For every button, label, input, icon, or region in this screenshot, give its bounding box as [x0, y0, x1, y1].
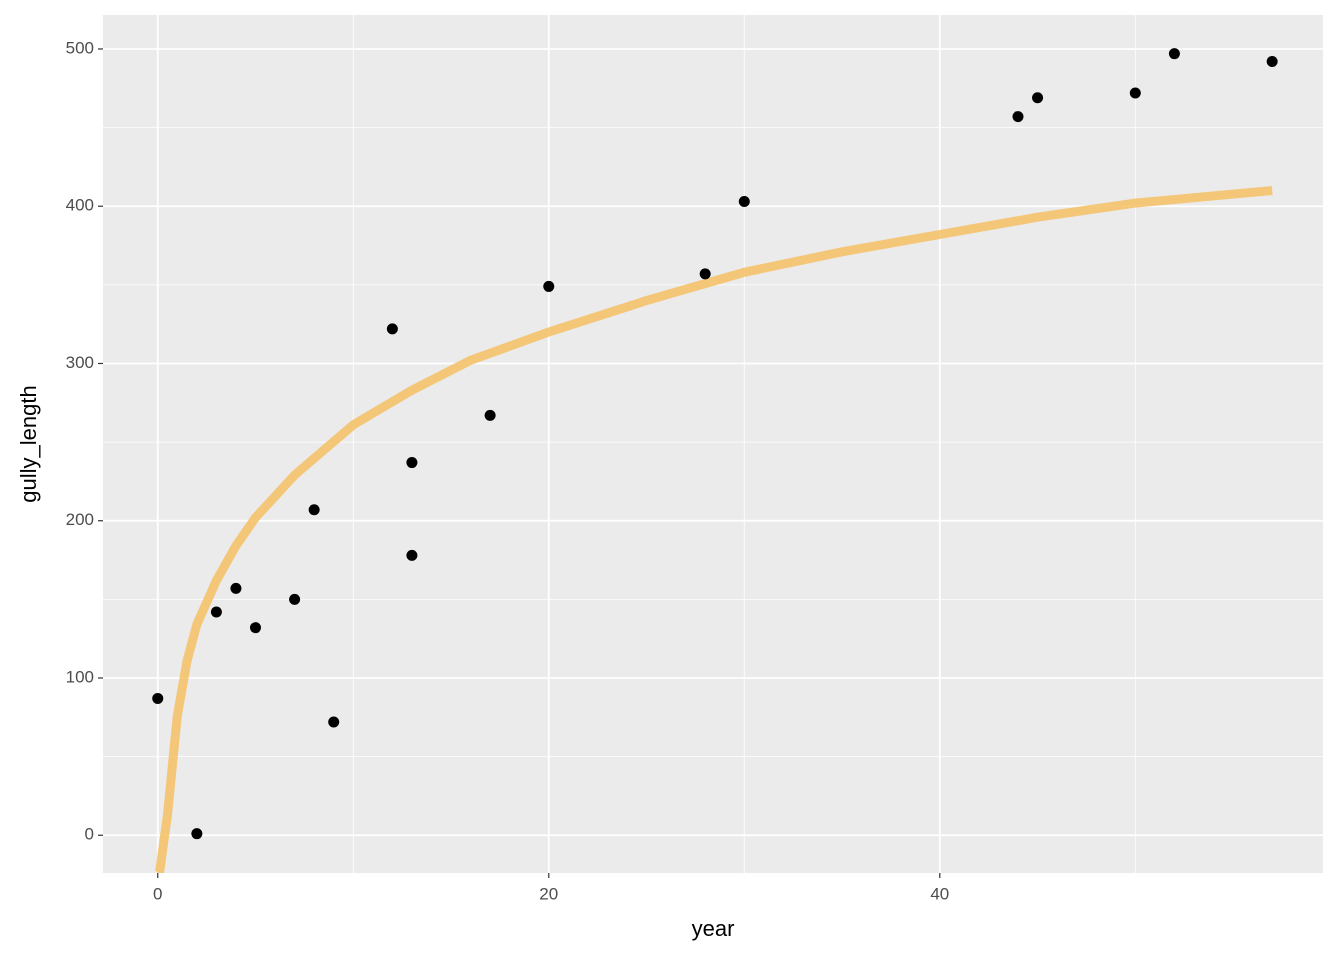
x-tick-label: 40: [930, 884, 949, 903]
point: [1168, 48, 1180, 60]
point: [191, 828, 203, 840]
y-tick-label: 500: [66, 38, 94, 57]
x-tick-label: 20: [539, 884, 558, 903]
point: [406, 457, 418, 469]
point: [289, 593, 301, 605]
x-tick-label: 0: [153, 884, 162, 903]
point: [1266, 56, 1278, 68]
point: [230, 582, 242, 594]
y-tick-label: 200: [66, 510, 94, 529]
point: [1032, 92, 1044, 104]
point: [250, 622, 261, 634]
point: [406, 549, 418, 561]
point: [152, 692, 164, 704]
point: [699, 268, 711, 280]
point: [543, 280, 555, 292]
point: [1012, 111, 1024, 123]
point: [484, 409, 496, 421]
y-tick-label: 0: [85, 825, 94, 844]
point: [1129, 87, 1141, 99]
y-axis-label: gully_length: [16, 385, 41, 502]
point: [386, 323, 398, 335]
x-axis-label: year: [692, 916, 735, 941]
point: [738, 196, 750, 208]
point: [210, 606, 222, 618]
panel: [103, 15, 1323, 873]
point: [308, 504, 320, 516]
y-tick-label: 300: [66, 353, 94, 372]
fit-curve: [154, 186, 1273, 873]
y-tick-label: 400: [66, 196, 94, 215]
y-tick-label: 100: [66, 667, 94, 686]
point: [328, 716, 340, 728]
